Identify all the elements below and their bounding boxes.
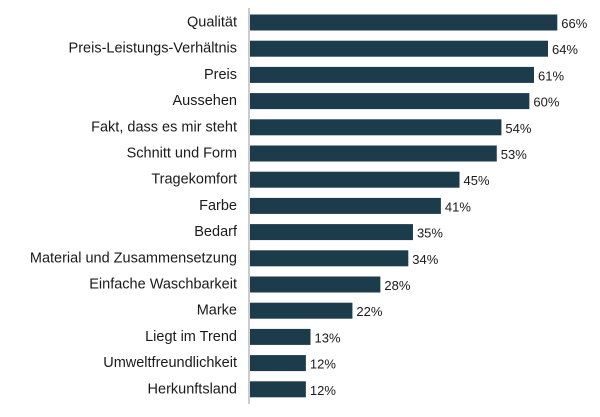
bar-1 <box>250 14 558 31</box>
bar-4 <box>250 93 530 110</box>
category-label-1: Qualität <box>187 15 237 31</box>
category-label-11: Einfache Waschbarkeit <box>89 277 237 293</box>
category-label-4: Aussehen <box>173 93 238 109</box>
bar-11 <box>250 276 381 293</box>
bar-8 <box>250 197 441 214</box>
category-label-15: Herkunftsland <box>148 381 237 397</box>
bar-6 <box>250 145 497 162</box>
value-label-1: 66% <box>561 16 587 31</box>
value-label-8: 41% <box>445 199 471 214</box>
bar-3 <box>250 66 535 83</box>
value-label-5: 54% <box>505 121 531 136</box>
value-label-4: 60% <box>533 95 559 110</box>
bar-7 <box>250 171 460 188</box>
category-label-12: Marke <box>197 303 237 319</box>
category-label-7: Tragekomfort <box>151 172 237 188</box>
category-label-14: Umweltfreundlichkeit <box>103 355 237 371</box>
bar-13 <box>250 328 311 345</box>
bar-10 <box>250 250 409 267</box>
bars-group <box>250 14 558 398</box>
bar-2 <box>250 40 548 57</box>
value-label-15: 12% <box>310 383 336 398</box>
category-label-10: Material und Zusammensetzung <box>30 250 237 266</box>
bar-9 <box>250 224 413 241</box>
value-label-3: 61% <box>538 68 564 83</box>
value-labels: 66% 64% 61% 60%54% 53% 45% 41%35% 34%28%22% 13% 1… <box>310 16 588 398</box>
value-label-11: 28% <box>384 278 410 293</box>
bar-12 <box>250 302 353 319</box>
category-label-6: Schnitt und Form <box>127 146 237 162</box>
category-label-13: Liegt im Trend <box>145 329 237 345</box>
category-labels: Qualität Preis-Leistungs-Verhältnis Preis A… <box>30 15 238 398</box>
value-label-13: 13% <box>315 330 341 345</box>
value-label-2: 64% <box>552 42 578 57</box>
value-label-9: 35% <box>417 226 443 241</box>
category-label-8: Farbe <box>199 198 237 214</box>
value-label-10: 34% <box>412 252 438 267</box>
bar-14 <box>250 355 306 372</box>
value-label-7: 45% <box>464 173 490 188</box>
category-label-2: Preis-Leistungs-Verhältnis <box>69 41 237 57</box>
bar-15 <box>250 381 306 398</box>
category-label-9: Bedarf <box>194 224 238 240</box>
value-label-14: 12% <box>310 357 336 372</box>
category-label-5: Fakt, dass es mir steht <box>91 119 237 135</box>
category-label-3: Preis <box>204 67 237 83</box>
bar-5 <box>250 119 502 136</box>
value-label-6: 53% <box>501 147 527 162</box>
value-label-12: 22% <box>356 304 382 319</box>
